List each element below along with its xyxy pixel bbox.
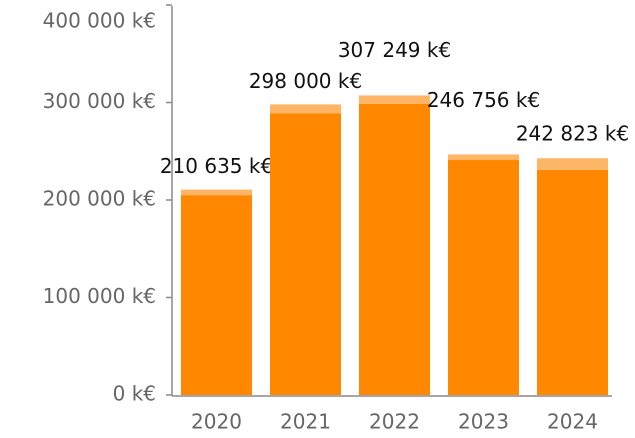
- x-tick-label: 2020: [191, 410, 242, 434]
- bar-segment: [270, 113, 341, 395]
- value-label: 246 756 k€: [427, 88, 540, 112]
- y-tick-label: 400 000 k€: [43, 9, 156, 33]
- bar-segment: [181, 189, 252, 196]
- x-tick-label: 2023: [458, 410, 509, 434]
- y-tick-label: 100 000 k€: [43, 284, 156, 308]
- bar-segment: [181, 195, 252, 395]
- x-tick-label: 2021: [280, 410, 331, 434]
- bar-segment: [537, 169, 608, 395]
- bar-segment: [537, 158, 608, 170]
- bar-segment: [359, 95, 430, 104]
- bar-segment: [448, 154, 519, 161]
- value-label: 298 000 k€: [249, 69, 362, 93]
- y-tick-label: 200 000 k€: [43, 187, 156, 211]
- value-label: 242 823 k€: [516, 122, 629, 146]
- x-tick-label: 2022: [369, 410, 420, 434]
- bar-segment: [270, 104, 341, 114]
- y-tick-label: 300 000 k€: [43, 89, 156, 113]
- x-tick-label: 2024: [547, 410, 598, 434]
- value-label: 210 635 k€: [160, 154, 273, 178]
- bar-segment: [448, 160, 519, 395]
- value-label: 307 249 k€: [338, 38, 451, 62]
- bar-segment: [359, 103, 430, 396]
- y-tick-label: 0 k€: [113, 382, 156, 406]
